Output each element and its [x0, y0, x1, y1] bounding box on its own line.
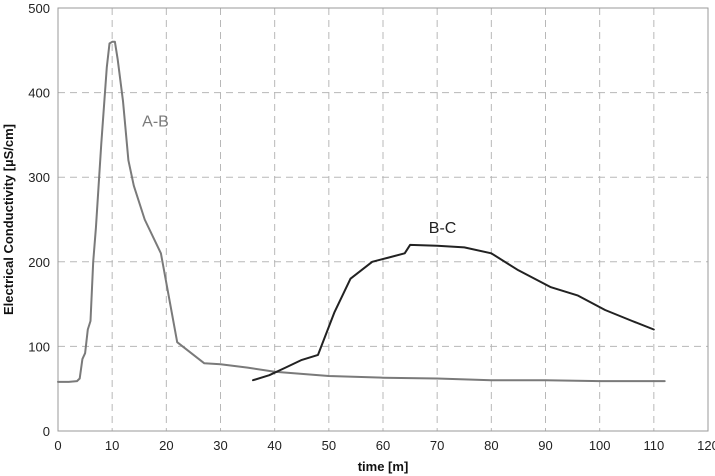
- y-tick-label: 0: [43, 424, 50, 439]
- series-line-b-c: [252, 243, 655, 382]
- series-line-a-b: [57, 40, 666, 383]
- x-tick-label: 90: [538, 438, 552, 453]
- y-axis-title: Electrical Conductivity [µS/cm]: [1, 124, 16, 315]
- x-axis-ticks: 0 10 20 30 40 50 60 70 80 90 100 110 120: [54, 438, 715, 453]
- x-tick-label: 70: [430, 438, 444, 453]
- y-tick-label: 300: [28, 170, 50, 185]
- x-tick-label: 60: [376, 438, 390, 453]
- grid-lines: [58, 8, 708, 431]
- plot-border: [57, 7, 709, 432]
- x-tick-label: 10: [105, 438, 119, 453]
- y-tick-label: 400: [28, 86, 50, 101]
- x-tick-label: 0: [54, 438, 61, 453]
- series-label-b-c: B-C: [429, 220, 457, 237]
- x-tick-label: 20: [159, 438, 173, 453]
- x-tick-label: 30: [213, 438, 227, 453]
- y-tick-label: 200: [28, 255, 50, 270]
- series-label-a-b: A-B: [142, 113, 169, 130]
- x-tick-label: 80: [484, 438, 498, 453]
- y-tick-label: 100: [28, 339, 50, 354]
- x-tick-label: 50: [322, 438, 336, 453]
- plot-frame: [57, 7, 709, 432]
- x-axis-title: time [m]: [358, 459, 409, 474]
- x-tick-label: 100: [589, 438, 611, 453]
- series-annotations: A-B B-C: [142, 113, 456, 237]
- x-tick-label: 40: [267, 438, 281, 453]
- x-tick-label: 120: [697, 438, 715, 453]
- y-tick-label: 500: [28, 1, 50, 16]
- series-lines: [57, 40, 666, 383]
- x-tick-label: 110: [643, 438, 664, 453]
- y-axis-ticks: 0 100 200 300 400 500: [28, 1, 50, 439]
